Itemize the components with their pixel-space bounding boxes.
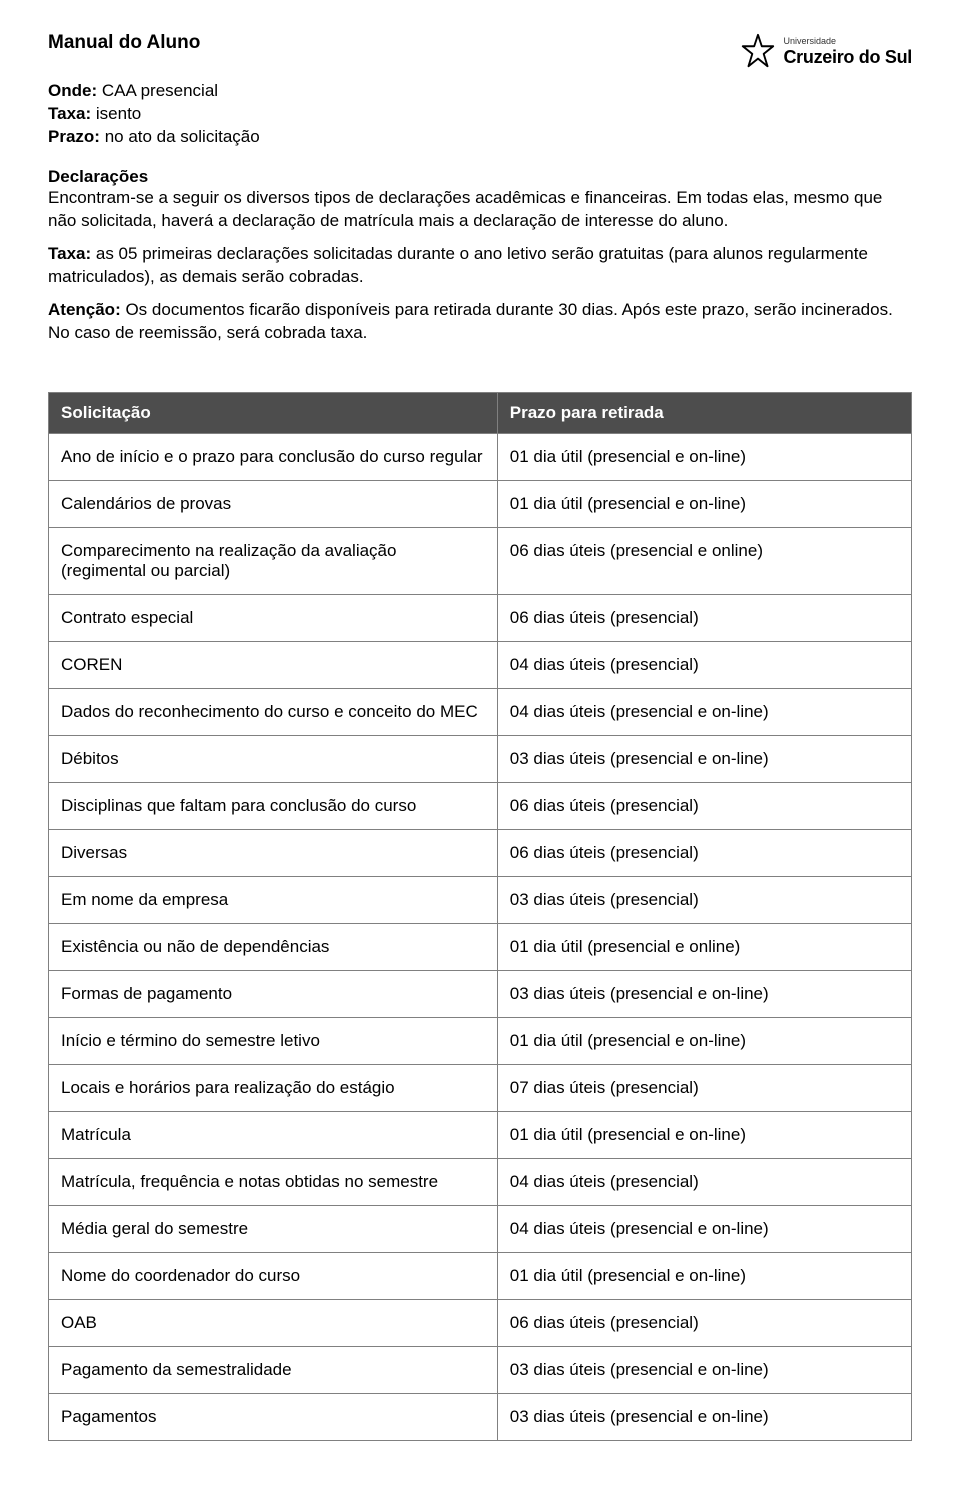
table-cell-solicitacao: Débitos: [49, 736, 498, 783]
table-cell-solicitacao: Matrícula: [49, 1112, 498, 1159]
header-row: Manual do Aluno Universidade Cruzeiro do…: [48, 32, 912, 70]
table-row: Disciplinas que faltam para conclusão do…: [49, 783, 912, 830]
table-cell-solicitacao: Dados do reconhecimento do curso e conce…: [49, 689, 498, 736]
meta-taxa-label: Taxa:: [48, 104, 91, 123]
meta-prazo-label: Prazo:: [48, 127, 100, 146]
table-cell-prazo: 01 dia útil (presencial e on-line): [497, 1018, 911, 1065]
table-row: Calendários de provas01 dia útil (presen…: [49, 481, 912, 528]
table-body: Ano de início e o prazo para conclusão d…: [49, 434, 912, 1441]
logo-main-text: Cruzeiro do Sul: [783, 48, 912, 66]
table-cell-prazo: 01 dia útil (presencial e online): [497, 924, 911, 971]
table-cell-prazo: 01 dia útil (presencial e on-line): [497, 481, 911, 528]
declaracoes-atencao-label: Atenção:: [48, 300, 121, 319]
meta-onde-value: CAA presencial: [97, 81, 218, 100]
table-row: OAB06 dias úteis (presencial): [49, 1300, 912, 1347]
table-cell-solicitacao: Formas de pagamento: [49, 971, 498, 1018]
table-row: Débitos03 dias úteis (presencial e on-li…: [49, 736, 912, 783]
table-header-row: Solicitação Prazo para retirada: [49, 393, 912, 434]
table-cell-prazo: 04 dias úteis (presencial e on-line): [497, 1206, 911, 1253]
table-row: COREN04 dias úteis (presencial): [49, 642, 912, 689]
table-row: Matrícula, frequência e notas obtidas no…: [49, 1159, 912, 1206]
table-row: Existência ou não de dependências01 dia …: [49, 924, 912, 971]
table-row: Dados do reconhecimento do curso e conce…: [49, 689, 912, 736]
table-cell-prazo: 06 dias úteis (presencial): [497, 830, 911, 877]
table-row: Ano de início e o prazo para conclusão d…: [49, 434, 912, 481]
table-row: Diversas06 dias úteis (presencial): [49, 830, 912, 877]
table-row: Em nome da empresa03 dias úteis (presenc…: [49, 877, 912, 924]
declaracoes-taxa-label: Taxa:: [48, 244, 91, 263]
table-cell-solicitacao: Matrícula, frequência e notas obtidas no…: [49, 1159, 498, 1206]
table-wrapper: Solicitação Prazo para retirada Ano de i…: [48, 392, 912, 1441]
table-cell-solicitacao: Locais e horários para realização do est…: [49, 1065, 498, 1112]
star-icon: [739, 32, 777, 70]
table-cell-prazo: 06 dias úteis (presencial e online): [497, 528, 911, 595]
table-cell-prazo: 06 dias úteis (presencial): [497, 783, 911, 830]
table-cell-prazo: 01 dia útil (presencial e on-line): [497, 1112, 911, 1159]
table-cell-prazo: 03 dias úteis (presencial e on-line): [497, 1347, 911, 1394]
declaracoes-heading: Declarações: [48, 167, 912, 187]
table-cell-solicitacao: Início e término do semestre letivo: [49, 1018, 498, 1065]
page-container: Manual do Aluno Universidade Cruzeiro do…: [0, 0, 960, 1481]
logo-text: Universidade Cruzeiro do Sul: [783, 37, 912, 66]
table-cell-solicitacao: Contrato especial: [49, 595, 498, 642]
table-row: Contrato especial06 dias úteis (presenci…: [49, 595, 912, 642]
table-cell-prazo: 03 dias úteis (presencial e on-line): [497, 736, 911, 783]
table-cell-prazo: 06 dias úteis (presencial): [497, 595, 911, 642]
table-row: Início e término do semestre letivo01 di…: [49, 1018, 912, 1065]
university-logo: Universidade Cruzeiro do Sul: [739, 32, 912, 70]
meta-block: Onde: CAA presencial Taxa: isento Prazo:…: [48, 80, 912, 149]
table-cell-solicitacao: Diversas: [49, 830, 498, 877]
table-row: Locais e horários para realização do est…: [49, 1065, 912, 1112]
table-cell-prazo: 07 dias úteis (presencial): [497, 1065, 911, 1112]
table-row: Comparecimento na realização da avaliaçã…: [49, 528, 912, 595]
table-cell-solicitacao: COREN: [49, 642, 498, 689]
table-cell-solicitacao: Média geral do semestre: [49, 1206, 498, 1253]
table-cell-solicitacao: Existência ou não de dependências: [49, 924, 498, 971]
table-cell-solicitacao: Comparecimento na realização da avaliaçã…: [49, 528, 498, 595]
solicitacao-table: Solicitação Prazo para retirada Ano de i…: [48, 392, 912, 1441]
table-row: Nome do coordenador do curso01 dia útil …: [49, 1253, 912, 1300]
table-header-right: Prazo para retirada: [497, 393, 911, 434]
table-row: Pagamentos03 dias úteis (presencial e on…: [49, 1394, 912, 1441]
table-row: Matrícula01 dia útil (presencial e on-li…: [49, 1112, 912, 1159]
table-cell-prazo: 01 dia útil (presencial e on-line): [497, 434, 911, 481]
document-title: Manual do Aluno: [48, 32, 200, 54]
table-cell-solicitacao: Nome do coordenador do curso: [49, 1253, 498, 1300]
table-cell-prazo: 04 dias úteis (presencial): [497, 642, 911, 689]
table-cell-solicitacao: OAB: [49, 1300, 498, 1347]
table-cell-prazo: 03 dias úteis (presencial): [497, 877, 911, 924]
table-cell-prazo: 06 dias úteis (presencial): [497, 1300, 911, 1347]
table-cell-prazo: 01 dia útil (presencial e on-line): [497, 1253, 911, 1300]
table-cell-solicitacao: Ano de início e o prazo para conclusão d…: [49, 434, 498, 481]
table-header-left: Solicitação: [49, 393, 498, 434]
meta-taxa: Taxa: isento: [48, 103, 912, 126]
table-cell-solicitacao: Pagamentos: [49, 1394, 498, 1441]
declaracoes-atencao-text: Os documentos ficarão disponíveis para r…: [48, 300, 893, 342]
table-row: Média geral do semestre04 dias úteis (pr…: [49, 1206, 912, 1253]
table-cell-solicitacao: Em nome da empresa: [49, 877, 498, 924]
meta-prazo-value: no ato da solicitação: [100, 127, 260, 146]
meta-onde-label: Onde:: [48, 81, 97, 100]
table-row: Pagamento da semestralidade03 dias úteis…: [49, 1347, 912, 1394]
table-cell-solicitacao: Pagamento da semestralidade: [49, 1347, 498, 1394]
meta-taxa-value: isento: [91, 104, 141, 123]
table-cell-prazo: 04 dias úteis (presencial): [497, 1159, 911, 1206]
declaracoes-taxa-text: as 05 primeiras declarações solicitadas …: [48, 244, 868, 286]
table-row: Formas de pagamento03 dias úteis (presen…: [49, 971, 912, 1018]
table-cell-solicitacao: Calendários de provas: [49, 481, 498, 528]
declaracoes-p1: Encontram-se a seguir os diversos tipos …: [48, 187, 912, 233]
table-cell-prazo: 03 dias úteis (presencial e on-line): [497, 1394, 911, 1441]
table-cell-prazo: 03 dias úteis (presencial e on-line): [497, 971, 911, 1018]
table-cell-solicitacao: Disciplinas que faltam para conclusão do…: [49, 783, 498, 830]
declaracoes-atencao: Atenção: Os documentos ficarão disponíve…: [48, 299, 912, 345]
logo-small-text: Universidade: [783, 37, 912, 46]
meta-prazo: Prazo: no ato da solicitação: [48, 126, 912, 149]
table-cell-prazo: 04 dias úteis (presencial e on-line): [497, 689, 911, 736]
meta-onde: Onde: CAA presencial: [48, 80, 912, 103]
declaracoes-taxa: Taxa: as 05 primeiras declarações solici…: [48, 243, 912, 289]
